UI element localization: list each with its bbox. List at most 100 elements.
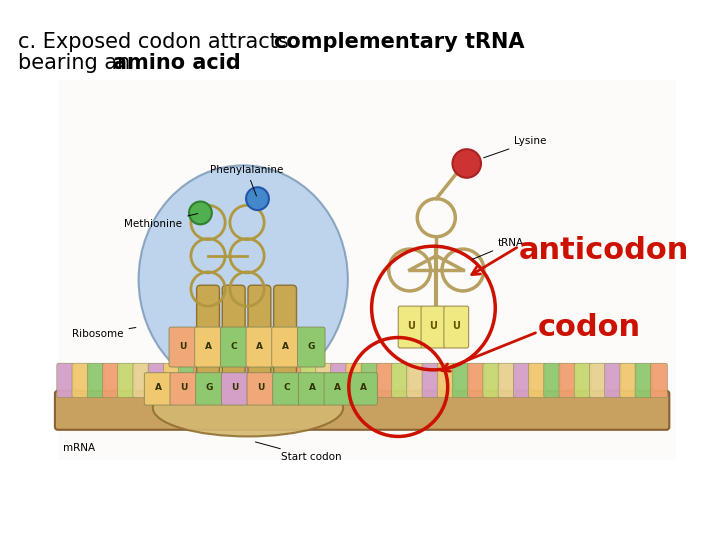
Text: c. Exposed codon attracts: c. Exposed codon attracts	[18, 32, 295, 52]
FancyBboxPatch shape	[590, 363, 606, 397]
Text: U: U	[407, 321, 415, 331]
FancyBboxPatch shape	[255, 363, 271, 397]
FancyBboxPatch shape	[247, 373, 274, 405]
FancyBboxPatch shape	[407, 363, 424, 397]
FancyBboxPatch shape	[133, 363, 150, 397]
Text: U: U	[180, 383, 187, 393]
FancyBboxPatch shape	[350, 373, 377, 405]
FancyBboxPatch shape	[271, 327, 300, 367]
FancyBboxPatch shape	[468, 363, 485, 397]
Circle shape	[189, 201, 212, 224]
FancyBboxPatch shape	[421, 306, 446, 348]
Text: A: A	[256, 342, 264, 350]
FancyBboxPatch shape	[452, 363, 469, 397]
FancyBboxPatch shape	[220, 327, 248, 367]
FancyBboxPatch shape	[346, 363, 363, 397]
FancyBboxPatch shape	[635, 363, 652, 397]
FancyBboxPatch shape	[240, 363, 256, 397]
FancyBboxPatch shape	[87, 363, 104, 397]
FancyBboxPatch shape	[222, 285, 245, 388]
FancyBboxPatch shape	[528, 363, 546, 397]
Ellipse shape	[153, 380, 343, 436]
FancyBboxPatch shape	[300, 363, 318, 397]
FancyBboxPatch shape	[148, 363, 165, 397]
Text: Ribosome: Ribosome	[72, 327, 136, 339]
FancyBboxPatch shape	[194, 327, 222, 367]
Text: A: A	[360, 383, 367, 393]
FancyBboxPatch shape	[483, 363, 500, 397]
Text: anticodon: anticodon	[519, 237, 690, 266]
FancyBboxPatch shape	[330, 363, 348, 397]
FancyBboxPatch shape	[196, 373, 223, 405]
FancyBboxPatch shape	[144, 373, 172, 405]
Text: Start codon: Start codon	[256, 442, 342, 462]
Circle shape	[452, 149, 481, 178]
Text: G: G	[206, 383, 213, 393]
FancyBboxPatch shape	[559, 363, 576, 397]
Text: Lysine: Lysine	[484, 137, 546, 158]
Text: amino acid: amino acid	[113, 53, 240, 73]
FancyBboxPatch shape	[72, 363, 89, 397]
FancyBboxPatch shape	[650, 363, 667, 397]
Text: A: A	[205, 342, 212, 350]
FancyBboxPatch shape	[605, 363, 622, 397]
FancyBboxPatch shape	[437, 363, 454, 397]
FancyBboxPatch shape	[285, 363, 302, 397]
Text: A: A	[309, 383, 315, 393]
FancyBboxPatch shape	[273, 373, 300, 405]
FancyBboxPatch shape	[361, 363, 378, 397]
FancyBboxPatch shape	[55, 391, 670, 430]
FancyBboxPatch shape	[209, 363, 226, 397]
FancyBboxPatch shape	[169, 327, 197, 367]
Text: C: C	[231, 342, 238, 350]
FancyBboxPatch shape	[163, 363, 181, 397]
FancyBboxPatch shape	[620, 363, 637, 397]
Text: Phenylalanine: Phenylalanine	[210, 165, 283, 196]
Text: A: A	[282, 342, 289, 350]
FancyBboxPatch shape	[248, 285, 271, 388]
FancyBboxPatch shape	[170, 373, 197, 405]
FancyBboxPatch shape	[194, 363, 211, 397]
FancyBboxPatch shape	[197, 285, 220, 388]
Text: U: U	[452, 321, 460, 331]
FancyBboxPatch shape	[544, 363, 561, 397]
Text: tRNA: tRNA	[472, 238, 524, 259]
Text: U: U	[257, 383, 264, 393]
Bar	[58, 80, 676, 460]
FancyBboxPatch shape	[422, 363, 439, 397]
FancyBboxPatch shape	[513, 363, 531, 397]
Text: U: U	[231, 383, 239, 393]
FancyBboxPatch shape	[179, 363, 196, 397]
FancyBboxPatch shape	[444, 306, 469, 348]
Text: C: C	[283, 383, 290, 393]
FancyBboxPatch shape	[575, 363, 591, 397]
FancyBboxPatch shape	[102, 363, 120, 397]
Ellipse shape	[139, 165, 348, 394]
FancyBboxPatch shape	[298, 373, 326, 405]
FancyBboxPatch shape	[392, 363, 409, 397]
FancyBboxPatch shape	[297, 327, 325, 367]
Text: A: A	[155, 383, 161, 393]
FancyBboxPatch shape	[57, 363, 74, 397]
Text: A: A	[334, 383, 341, 393]
FancyBboxPatch shape	[498, 363, 516, 397]
FancyBboxPatch shape	[221, 373, 249, 405]
Text: bearing an: bearing an	[18, 53, 137, 73]
Text: Methionine: Methionine	[125, 214, 198, 229]
Text: U: U	[430, 321, 437, 331]
FancyBboxPatch shape	[246, 327, 274, 367]
Text: complementary tRNA: complementary tRNA	[274, 32, 524, 52]
FancyBboxPatch shape	[270, 363, 287, 397]
FancyBboxPatch shape	[324, 373, 351, 405]
Text: G: G	[307, 342, 315, 350]
FancyBboxPatch shape	[117, 363, 135, 397]
Text: mRNA: mRNA	[63, 443, 94, 453]
FancyBboxPatch shape	[274, 285, 297, 388]
FancyBboxPatch shape	[224, 363, 241, 397]
FancyBboxPatch shape	[377, 363, 394, 397]
FancyBboxPatch shape	[398, 306, 423, 348]
FancyBboxPatch shape	[315, 363, 333, 397]
Text: U: U	[179, 342, 186, 350]
Text: codon: codon	[538, 313, 642, 342]
Circle shape	[246, 187, 269, 210]
